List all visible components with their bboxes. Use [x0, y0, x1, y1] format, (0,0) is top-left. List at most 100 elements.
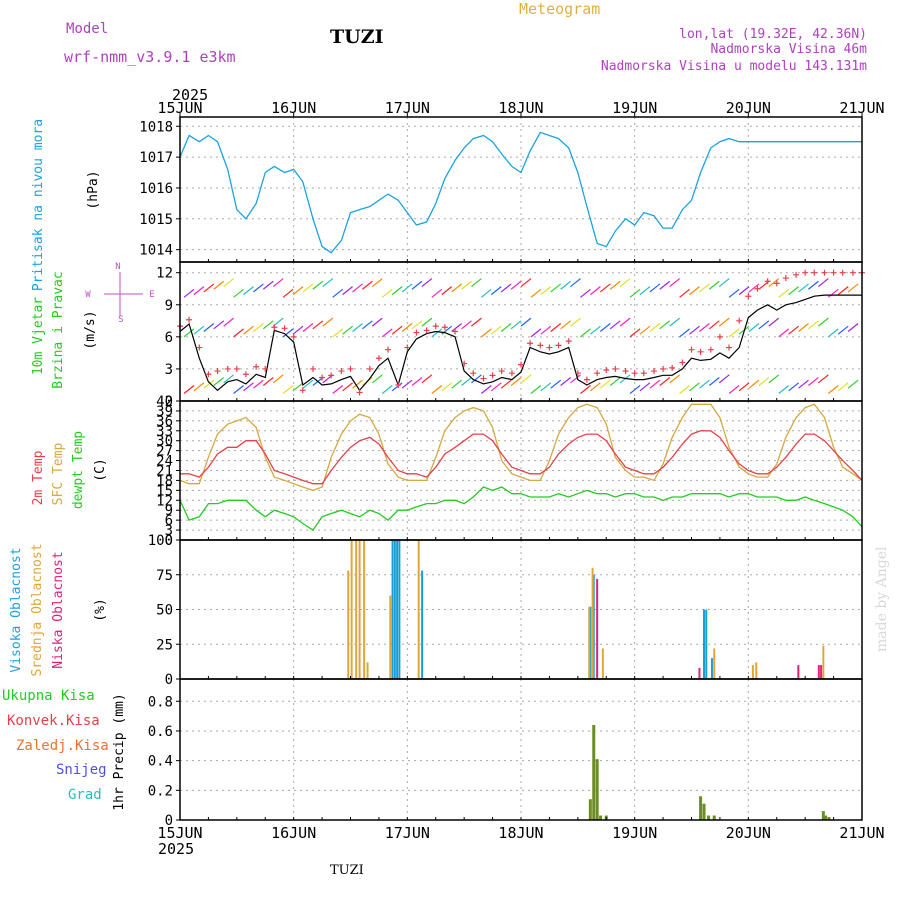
- cloud-high-bar: [703, 609, 706, 679]
- pressure-line: [179, 131, 862, 254]
- cloud-high-bar: [396, 540, 399, 679]
- wind-barb: [728, 385, 740, 394]
- wind-barb: [203, 379, 215, 389]
- cloud-low-bar: [797, 665, 800, 679]
- gust-marker: [688, 346, 695, 353]
- wind-barb: [362, 280, 373, 290]
- wind-barb: [778, 385, 790, 394]
- gust-marker: [679, 359, 686, 366]
- wind-barb: [391, 286, 403, 296]
- wind-barb: [728, 328, 740, 338]
- wind-barb: [253, 323, 264, 332]
- date-label-bottom: 18JUN: [498, 824, 543, 842]
- elevation-label: Nadmorska Visina 46m: [710, 42, 867, 57]
- gust-marker: [309, 365, 316, 372]
- date-label-top: 18JUN: [498, 99, 543, 117]
- wind-barb: [431, 328, 443, 338]
- wind-barb: [471, 278, 482, 288]
- temp-sfc-label: SFC Temp: [51, 443, 66, 506]
- cloud-mid-bar: [417, 540, 420, 679]
- wind-barb: [609, 377, 621, 386]
- wind-barb: [480, 385, 492, 394]
- cloud-high-bar: [589, 606, 592, 679]
- precip-bar: [599, 815, 603, 820]
- wind-barb: [253, 379, 264, 389]
- gust-marker: [347, 365, 354, 372]
- wind-barb: [183, 385, 195, 394]
- wind-barb: [679, 288, 690, 298]
- compass-n: N: [115, 262, 120, 272]
- y-tick-label: 33: [156, 424, 173, 440]
- y-tick-label: 27: [156, 444, 173, 460]
- wind-barb: [183, 328, 195, 338]
- wind-barb: [193, 286, 205, 296]
- wind-barb: [679, 328, 690, 338]
- wind-barb: [748, 379, 760, 389]
- wind-barb: [590, 286, 601, 296]
- wind-barb: [659, 320, 671, 330]
- compass-s: S: [118, 315, 123, 325]
- cloud-low-bar: [817, 665, 820, 679]
- precip-bar: [588, 799, 592, 820]
- wind-barb: [213, 320, 225, 330]
- y-tick-label: 18: [156, 473, 173, 489]
- wind-barb: [748, 323, 760, 332]
- wind-barb: [292, 325, 304, 335]
- wind-barb: [590, 325, 601, 335]
- wind-barb: [510, 280, 522, 290]
- wind-barb: [649, 323, 661, 332]
- gust-marker: [356, 389, 363, 396]
- coords-label: lon,lat (19.32E, 42.36N): [679, 27, 867, 42]
- wind-barb: [728, 288, 740, 298]
- cloud-mid-bar: [350, 540, 353, 679]
- wind-barb: [788, 382, 799, 392]
- wind-barb: [282, 385, 294, 394]
- temp-2m-label: 2m Temp: [31, 450, 46, 505]
- wind-barb: [243, 286, 254, 296]
- gust-marker: [196, 344, 203, 351]
- cloud-mid-bar: [822, 645, 825, 679]
- wind-barb: [768, 278, 780, 288]
- gust-marker: [660, 365, 667, 372]
- gust-marker: [726, 344, 733, 351]
- wind-barb: [371, 317, 383, 327]
- wind-barb: [748, 283, 760, 293]
- y-tick-label: 15: [156, 483, 173, 499]
- y-tick-label: 6: [165, 513, 173, 529]
- gust-marker: [508, 370, 515, 377]
- wind-barb: [371, 278, 383, 288]
- wind-barb: [619, 278, 631, 288]
- gust-marker: [650, 368, 657, 375]
- gust-marker: [498, 368, 505, 375]
- y-tick-label: 0.2: [148, 783, 173, 799]
- wind-barb: [332, 288, 344, 298]
- wind-barb: [292, 382, 304, 392]
- watermark: made by Angel: [874, 546, 890, 652]
- y-tick-label: 1014: [139, 243, 173, 259]
- y-tick-label: 0: [165, 672, 173, 688]
- wind-barb: [669, 278, 681, 288]
- wind-unit: (m/s): [83, 310, 98, 349]
- gust-marker: [489, 372, 496, 379]
- gust-marker: [262, 365, 269, 372]
- cloud-mid-bar: [755, 662, 758, 679]
- wind-barb: [808, 320, 819, 330]
- wind-barb: [490, 325, 502, 335]
- wind-barb: [778, 288, 790, 298]
- wind-barb: [282, 288, 294, 298]
- wind-barb: [243, 325, 254, 335]
- cloud-mid-bar: [366, 662, 369, 679]
- y-tick-label: 0.6: [148, 724, 173, 740]
- wind-barb: [272, 374, 284, 384]
- wind-barb: [451, 283, 462, 293]
- wind-barb: [233, 328, 244, 338]
- wind-barb: [808, 377, 819, 386]
- wind-barb: [461, 280, 472, 290]
- gust-marker: [253, 363, 260, 370]
- gust-marker: [395, 381, 402, 388]
- cloud-low-label: Niska Oblacnost: [51, 551, 66, 668]
- wind-barb: [520, 317, 532, 327]
- year-bottom: 2025: [158, 840, 194, 858]
- wind-barb: [500, 379, 512, 389]
- wind-barb: [401, 283, 413, 293]
